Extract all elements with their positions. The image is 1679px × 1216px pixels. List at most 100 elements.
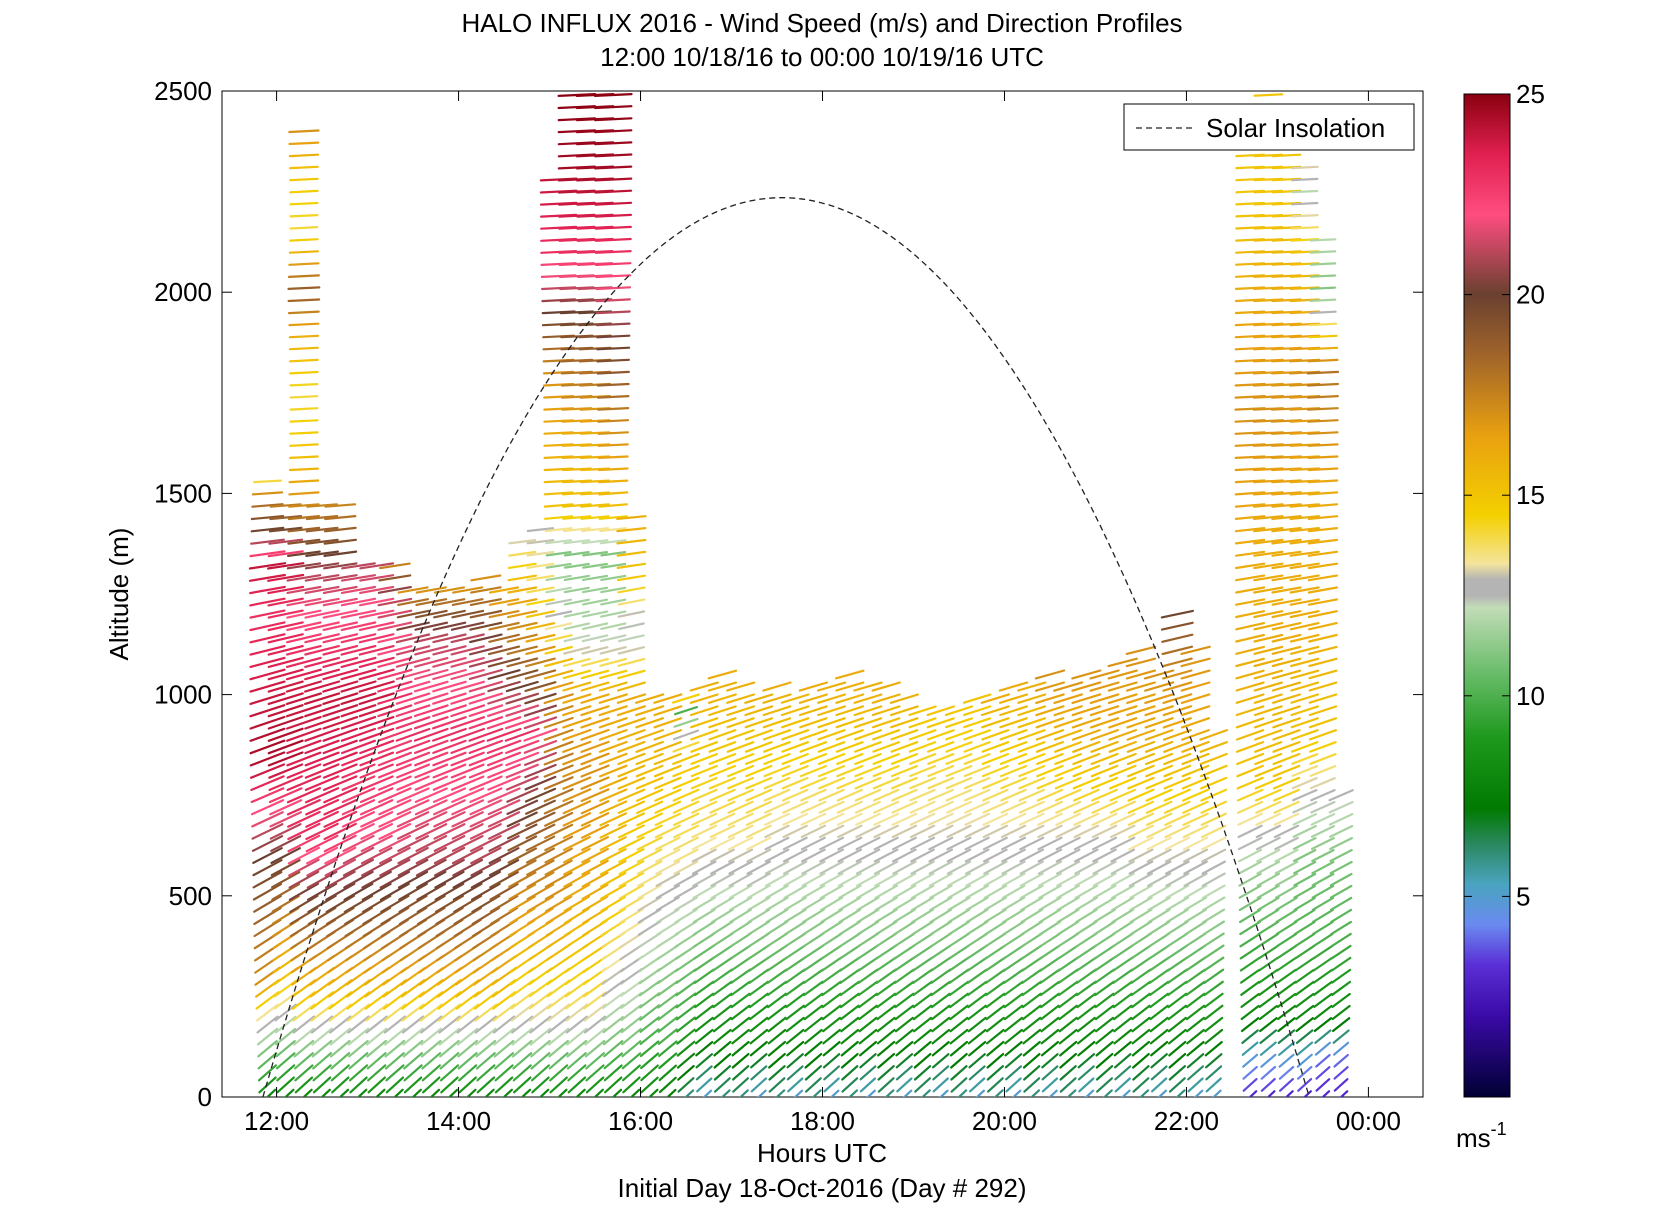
wind-arrow xyxy=(617,788,646,802)
wind-arrow xyxy=(803,992,824,1009)
wind-arrow xyxy=(804,1040,823,1057)
wind-arrow xyxy=(1095,1052,1114,1069)
wind-arrow xyxy=(470,574,502,582)
wind-arrow xyxy=(1126,764,1155,778)
wind-arrow xyxy=(1144,693,1175,705)
wind-arrow xyxy=(457,1039,478,1058)
wind-arrow xyxy=(765,932,789,948)
wind-arrow xyxy=(710,884,735,900)
wind-arrow xyxy=(385,1076,405,1094)
wind-arrow xyxy=(543,740,574,754)
wind-arrow xyxy=(432,692,467,705)
wind-arrow xyxy=(575,1088,586,1097)
wind-arrow xyxy=(599,646,627,655)
wind-arrow xyxy=(902,1089,913,1097)
wind-arrow xyxy=(401,1003,425,1022)
wind-arrow xyxy=(581,657,609,667)
wind-arrow xyxy=(762,705,792,717)
wind-arrow xyxy=(965,908,989,924)
wind-arrow xyxy=(1296,1041,1314,1056)
wind-arrow xyxy=(1235,669,1265,680)
wind-arrow xyxy=(877,1065,895,1081)
wind-arrow xyxy=(1329,848,1353,863)
wind-arrow xyxy=(252,882,283,901)
wind-arrow xyxy=(267,668,304,681)
wind-arrow xyxy=(249,680,286,693)
wind-arrow xyxy=(1162,728,1192,741)
wind-arrow xyxy=(563,634,591,643)
wind-arrow xyxy=(891,824,918,839)
wind-arrow xyxy=(837,824,863,839)
wind-arrow xyxy=(728,848,754,863)
wind-arrow xyxy=(908,741,937,753)
wind-arrow xyxy=(658,1052,678,1070)
wind-arrow xyxy=(304,656,340,669)
wind-arrow xyxy=(378,822,412,840)
wind-arrow xyxy=(1114,1077,1131,1093)
wind-arrow xyxy=(1293,932,1316,948)
wind-arrow xyxy=(1167,1004,1188,1021)
wind-arrow xyxy=(1128,860,1154,875)
wind-arrow xyxy=(618,836,645,851)
wind-arrow xyxy=(1308,645,1338,655)
wind-arrow xyxy=(653,740,683,753)
wind-arrow xyxy=(1275,908,1298,924)
wind-arrow xyxy=(1278,1053,1295,1068)
wind-arrow xyxy=(655,848,681,863)
wind-arrow xyxy=(927,764,955,778)
wind-arrow xyxy=(803,1016,823,1033)
wind-arrow xyxy=(712,980,733,997)
wind-arrow xyxy=(640,1052,660,1070)
wind-arrow xyxy=(891,812,918,826)
wind-arrow xyxy=(985,1016,1005,1033)
wind-arrow xyxy=(307,882,338,901)
wind-arrow xyxy=(378,834,411,853)
wind-arrow xyxy=(581,895,609,913)
wind-arrow xyxy=(1309,777,1336,790)
wind-arrow xyxy=(1297,1077,1313,1092)
wind-arrow xyxy=(1091,824,1118,839)
wind-arrow xyxy=(1129,920,1153,936)
wind-arrow xyxy=(1056,896,1080,912)
wind-arrow xyxy=(835,729,864,741)
wind-arrow xyxy=(397,870,429,889)
wind-arrow xyxy=(1289,503,1321,508)
wind-arrow xyxy=(1038,908,1062,924)
wind-arrow xyxy=(1048,1089,1058,1097)
wind-arrow xyxy=(1053,681,1084,692)
wind-arrow xyxy=(526,574,555,582)
wind-arrow xyxy=(285,668,322,681)
wind-arrow xyxy=(964,848,990,863)
colorbar-tick-label: 25 xyxy=(1516,79,1545,109)
wind-arrow xyxy=(1259,1017,1278,1033)
wind-arrow xyxy=(1146,860,1172,875)
wind-arrow xyxy=(1293,872,1317,887)
wind-arrow xyxy=(508,550,537,557)
wind-arrow xyxy=(1090,740,1119,753)
wind-arrow xyxy=(289,407,319,411)
wind-arrow xyxy=(1128,872,1154,887)
wind-arrow xyxy=(1058,1028,1078,1045)
wind-arrow xyxy=(324,858,356,877)
wind-arrow xyxy=(948,992,970,1009)
wind-arrow xyxy=(854,752,882,766)
wind-arrow xyxy=(726,717,755,729)
wind-arrow xyxy=(1202,944,1225,960)
wind-arrow xyxy=(1037,860,1063,875)
wind-arrow xyxy=(801,860,826,875)
wind-arrow xyxy=(857,992,879,1009)
wind-arrow xyxy=(359,574,395,582)
y-tick-label: 1000 xyxy=(154,680,212,710)
wind-arrow xyxy=(1295,1029,1314,1045)
wind-arrow xyxy=(764,848,790,863)
wind-arrow xyxy=(854,741,882,753)
wind-arrow xyxy=(1057,956,1079,972)
wind-arrow xyxy=(377,645,413,656)
wind-arrow xyxy=(340,585,377,595)
wind-arrow xyxy=(452,870,483,889)
wind-arrow xyxy=(288,491,320,496)
wind-arrow xyxy=(1126,752,1156,766)
wind-arrow xyxy=(1077,1040,1096,1057)
wind-arrow xyxy=(982,848,1008,863)
wind-arrow xyxy=(803,1004,824,1021)
